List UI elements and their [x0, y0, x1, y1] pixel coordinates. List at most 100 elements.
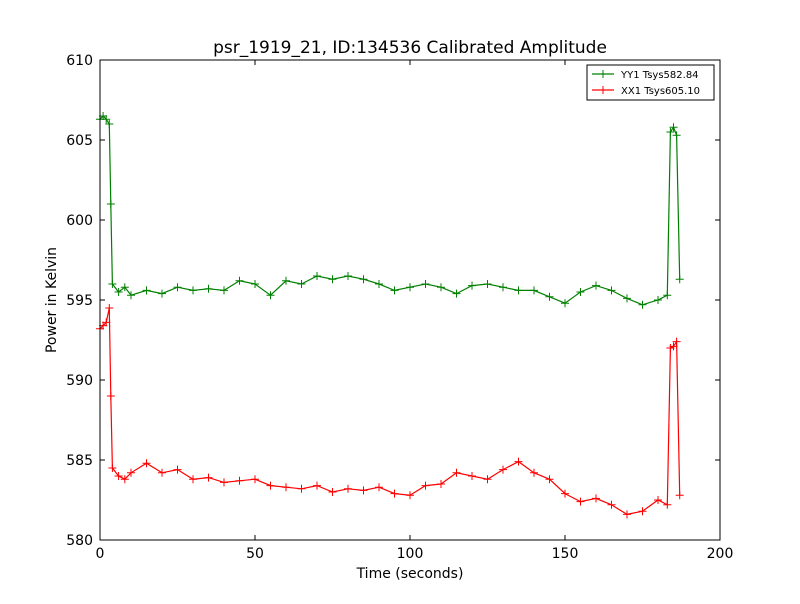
x-tick-label: 0 — [96, 546, 105, 562]
x-axis-label: Time (seconds) — [356, 566, 464, 582]
data-point — [623, 510, 631, 519]
data-point — [120, 283, 129, 292]
data-point — [483, 475, 492, 484]
data-point — [120, 475, 129, 484]
data-point — [675, 275, 684, 284]
data-point — [142, 286, 151, 295]
data-point — [654, 496, 662, 504]
data-point — [127, 468, 135, 477]
y-tick-label: 605 — [66, 133, 93, 149]
data-point — [623, 294, 631, 303]
legend-label: YY1 Tsys582.84 — [620, 70, 699, 81]
y-tick-label: 585 — [66, 453, 93, 469]
data-point — [514, 286, 523, 295]
data-point — [173, 465, 182, 474]
y-tick-label: 590 — [66, 373, 93, 389]
data-point — [452, 289, 461, 298]
data-point — [390, 489, 399, 498]
data-point — [437, 283, 445, 292]
axis-ticks: 0 50 100 150 200 580 585 590 595 600 605 610 — [66, 53, 733, 562]
x-tick-label: 200 — [707, 546, 734, 562]
data-point — [375, 280, 383, 288]
data-point — [189, 475, 197, 484]
data-point — [561, 489, 569, 498]
data-point — [108, 280, 117, 288]
data-point — [483, 280, 492, 288]
data-point — [514, 457, 523, 466]
data-point — [663, 500, 672, 509]
data-point — [576, 288, 585, 296]
data-point — [561, 299, 569, 308]
legend-label: XX1 Tsys605.10 — [621, 86, 700, 97]
data-point — [189, 286, 197, 295]
data-point — [297, 484, 306, 493]
x-tick-label: 100 — [397, 546, 424, 562]
data-point — [282, 276, 290, 285]
data-point — [638, 300, 647, 309]
data-point — [105, 304, 114, 312]
data-point — [421, 280, 430, 288]
data-point — [105, 120, 114, 128]
data-point — [592, 494, 600, 503]
data-point — [328, 488, 337, 496]
series-0 — [96, 112, 684, 309]
series-1 — [96, 304, 684, 519]
data-point — [127, 291, 135, 300]
plot-area — [96, 112, 684, 519]
y-tick-label: 610 — [66, 53, 93, 69]
data-point — [220, 478, 228, 487]
data-point — [654, 296, 662, 304]
data-point — [282, 483, 290, 492]
data-point — [576, 497, 585, 506]
data-point — [468, 281, 476, 290]
y-tick-label: 600 — [66, 213, 93, 229]
data-point — [607, 500, 616, 509]
data-point — [499, 465, 507, 474]
data-point — [102, 318, 111, 327]
data-point — [406, 283, 414, 292]
data-point — [530, 286, 538, 295]
data-point — [607, 286, 616, 295]
legend-marker — [599, 86, 607, 94]
legend-marker — [599, 70, 607, 78]
data-point — [204, 473, 213, 482]
data-point — [235, 476, 244, 485]
series-line-0 — [99, 115, 681, 306]
data-point — [545, 292, 554, 301]
data-point — [592, 281, 600, 290]
data-point — [499, 283, 507, 292]
data-point — [390, 286, 399, 295]
data-point — [530, 468, 538, 477]
data-point — [359, 275, 368, 284]
data-point — [313, 272, 321, 280]
data-point — [313, 481, 321, 490]
data-point — [666, 128, 675, 136]
data-point — [106, 392, 115, 400]
x-tick-label: 50 — [246, 546, 264, 562]
data-point — [142, 459, 151, 468]
legend-item-1: XX1 Tsys605.10 — [592, 86, 700, 97]
x-tick-label: 150 — [552, 546, 579, 562]
y-axis-label: Power in Kelvin — [44, 247, 60, 353]
data-point — [675, 491, 684, 500]
legend-box — [586, 64, 715, 101]
data-point — [328, 275, 337, 284]
data-point — [468, 472, 476, 480]
data-point — [344, 272, 352, 280]
data-point — [158, 468, 166, 477]
data-point — [114, 288, 123, 296]
data-point — [545, 475, 554, 484]
data-point — [266, 291, 275, 300]
y-tick-label: 595 — [66, 293, 93, 309]
data-point — [108, 464, 117, 472]
data-point — [406, 491, 414, 500]
data-point — [669, 123, 678, 132]
data-point — [672, 337, 681, 346]
data-point — [452, 468, 461, 477]
data-point — [251, 475, 259, 484]
data-point — [106, 200, 115, 208]
data-point — [669, 342, 678, 351]
data-point — [158, 289, 166, 298]
data-point — [421, 481, 430, 490]
